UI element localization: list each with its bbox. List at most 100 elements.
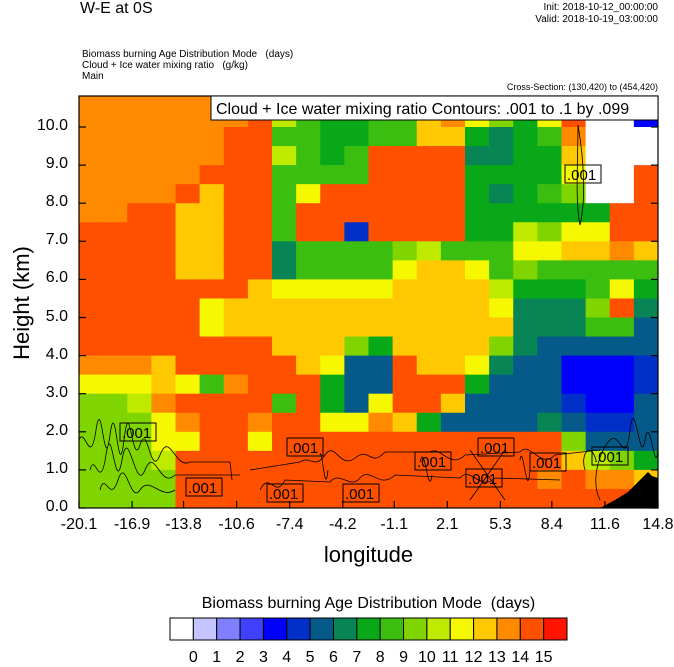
- heatmap-cell: [175, 241, 201, 261]
- heatmap-cell: [151, 260, 177, 280]
- heatmap-cell: [513, 165, 538, 185]
- heatmap-cell: [416, 336, 442, 357]
- heatmap-cell: [344, 279, 370, 300]
- y-tick-label: 10.0: [36, 117, 68, 134]
- heatmap-cell: [368, 317, 394, 338]
- contour-label: .001: [468, 471, 497, 488]
- heatmap-cell: [247, 469, 273, 490]
- colorbar-swatch: [379, 617, 405, 641]
- heatmap-cell: [79, 469, 104, 490]
- heatmap-cell: [103, 412, 128, 433]
- heatmap-cell: [103, 107, 128, 128]
- y-axis-label: Height (km): [9, 246, 34, 360]
- heatmap-cell: [103, 431, 128, 452]
- heatmap-cell: [151, 355, 177, 376]
- heatmap-cell: [416, 393, 442, 414]
- heatmap-cell: [223, 184, 249, 204]
- heatmap-cell: [79, 374, 104, 395]
- heatmap-cell: [151, 279, 177, 300]
- contour-label-box: [465, 468, 503, 488]
- heatmap-cell: [151, 165, 177, 185]
- heatmap-cell: [633, 127, 658, 147]
- heatmap-cell: [392, 355, 418, 376]
- colorbar-swatch: [169, 617, 194, 641]
- heatmap-cell: [465, 260, 490, 280]
- heatmap-cell: [103, 279, 128, 300]
- colorbar-label: 13: [488, 649, 506, 666]
- colorbar-label: 10: [417, 649, 436, 666]
- heatmap-cell: [320, 298, 345, 319]
- heatmap-cell: [585, 298, 611, 319]
- heatmap-cell: [175, 203, 201, 223]
- heatmap-cell: [272, 222, 297, 242]
- heatmap-cell: [272, 279, 297, 300]
- heatmap-cell: [537, 450, 563, 471]
- contour-labels: .001 .001 .001 .001 .001 .001 .001 .001 .001 .001…: [119, 164, 629, 503]
- heatmap-cell: [392, 336, 418, 357]
- heatmap-cell: [344, 222, 370, 242]
- heatmap-cell: [223, 298, 249, 319]
- heatmap-cell: [585, 241, 611, 261]
- heatmap-cell: [489, 298, 514, 319]
- heatmap-cell: [79, 146, 104, 166]
- heatmap-cell: [223, 260, 249, 280]
- heatmap-cell: [561, 317, 587, 338]
- heatmap-cell: [561, 279, 587, 300]
- heatmap-cell: [247, 450, 273, 471]
- heatmap-cell: [440, 412, 466, 433]
- heatmap-cell: [633, 184, 658, 204]
- heatmap-cell: [368, 260, 394, 280]
- heatmap-cell: [199, 298, 225, 319]
- heatmap-cell: [561, 222, 587, 242]
- heatmap-cell: [465, 184, 490, 204]
- heatmap-cell: [175, 96, 201, 109]
- heatmap-cell: [513, 412, 538, 433]
- heatmap-cell: [561, 146, 587, 166]
- contour-label-box: [529, 452, 567, 472]
- heatmap-cell: [127, 260, 152, 280]
- heatmap-cell: [79, 279, 104, 300]
- heatmap-cell: [272, 298, 297, 319]
- heatmap-cell: [368, 412, 394, 433]
- heatmap-cell: [537, 488, 563, 508]
- heatmap-cell: [296, 469, 321, 490]
- heatmap-cell: [440, 279, 466, 300]
- heatmap-cell: [320, 241, 345, 261]
- contour-label-box: [477, 437, 515, 457]
- heatmap-cell: [320, 355, 345, 376]
- heatmap-cell: [79, 241, 104, 261]
- heatmap-cell: [585, 469, 611, 490]
- heatmap-cell: [513, 336, 538, 357]
- heatmap-cell: [247, 203, 273, 223]
- heatmap-cell: [489, 222, 514, 242]
- heatmap-cell: [368, 336, 394, 357]
- heatmap-cell: [151, 469, 177, 490]
- heatmap-cell: [320, 127, 345, 147]
- heatmap-cell: [585, 317, 611, 338]
- heatmap-cell: [344, 260, 370, 280]
- heatmap-cell: [223, 203, 249, 223]
- heatmap-cell: [489, 279, 514, 300]
- heatmap-cell: [609, 241, 635, 261]
- heatmap-cell: [585, 260, 611, 280]
- heatmap-cell: [513, 203, 538, 223]
- heatmap-cell: [103, 336, 128, 357]
- heatmap-cell: [440, 127, 466, 147]
- heatmap-cell: [633, 298, 658, 319]
- heatmap-cell: [272, 260, 297, 280]
- colorbar-swatch: [519, 617, 545, 641]
- heatmap-cell: [609, 184, 635, 204]
- heatmap-cell: [272, 127, 297, 147]
- heatmap-cell: [103, 222, 128, 242]
- y-tick-label: 6.0: [45, 269, 68, 287]
- heatmap-cell: [151, 146, 177, 166]
- heatmap-cell: [199, 279, 225, 300]
- heatmap-cell: [223, 127, 249, 147]
- x-tick-label: 11.6: [589, 516, 620, 533]
- heatmap-cell: [272, 374, 297, 395]
- heatmap-cell: [199, 127, 225, 147]
- heatmap-cell: [223, 222, 249, 242]
- contour-label: .001: [269, 486, 298, 503]
- heatmap-cell: [392, 431, 418, 452]
- heatmap-cell: [79, 127, 104, 147]
